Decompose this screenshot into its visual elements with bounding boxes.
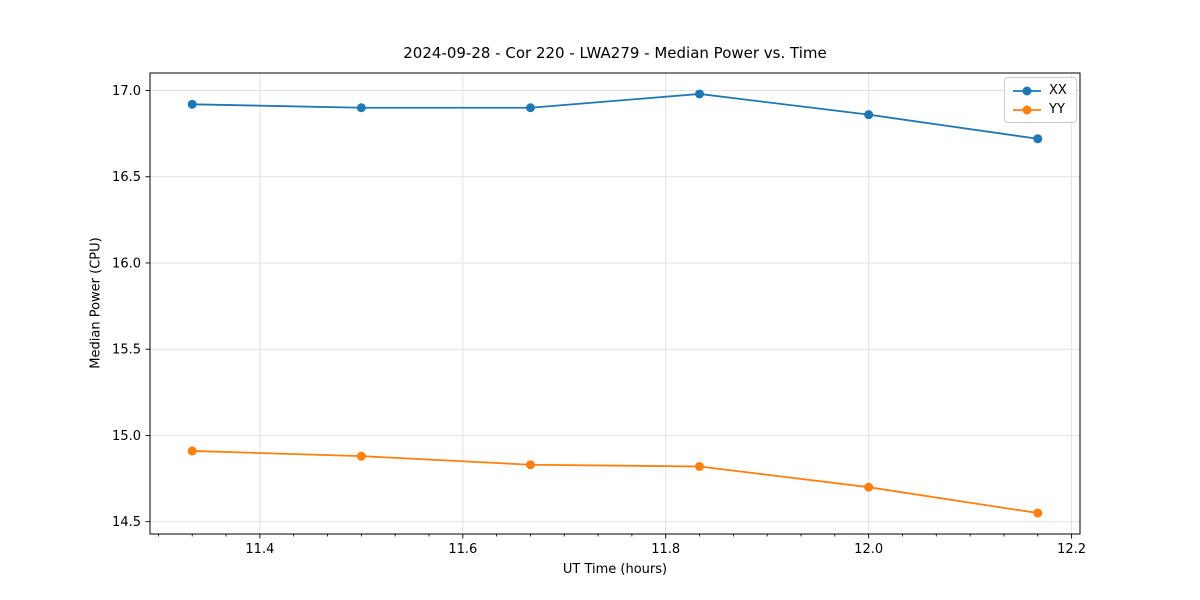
y-tick-label: 17.0 [112,84,141,99]
data-point-YY [695,461,705,471]
y-tick-label: 14.5 [112,515,141,530]
data-point-XX [864,110,874,120]
data-point-XX [525,103,535,113]
data-point-YY [525,460,535,470]
x-tick-label: 11.6 [448,542,477,557]
y-tick-label: 16.0 [112,256,141,271]
y-tick-label: 15.0 [112,429,141,444]
data-point-YY [356,451,366,461]
x-tick-label: 11.8 [651,542,680,557]
legend-sample-XX [1013,86,1041,95]
x-axis-label: UT Time (hours) [562,562,668,577]
data-point-YY [1033,508,1043,518]
data-point-XX [695,89,705,99]
legend-item-XX: XX [1012,82,1067,99]
x-tick-label: 12.0 [854,542,883,557]
data-point-XX [1033,134,1043,144]
series-line-YY [191,450,1039,514]
data-point-XX [356,103,366,113]
legend: XX YY [1004,77,1077,123]
x-tick-label: 11.4 [245,542,274,557]
data-point-YY [864,482,874,492]
x-tick-label: 12.2 [1057,542,1086,557]
data-point-XX [187,99,197,109]
legend-label: YY [1049,102,1065,117]
y-tick-label: 15.5 [112,343,141,358]
legend-item-YY: YY [1012,101,1067,118]
y-tick-label: 16.5 [112,170,141,185]
legend-label: XX [1049,83,1067,98]
chart-title: 2024-09-28 - Cor 220 - LWA279 - Median P… [403,44,827,62]
axes-frame [149,72,1081,535]
series-line-XX [191,93,1039,140]
legend-sample-YY [1013,105,1041,114]
data-point-YY [187,446,197,456]
